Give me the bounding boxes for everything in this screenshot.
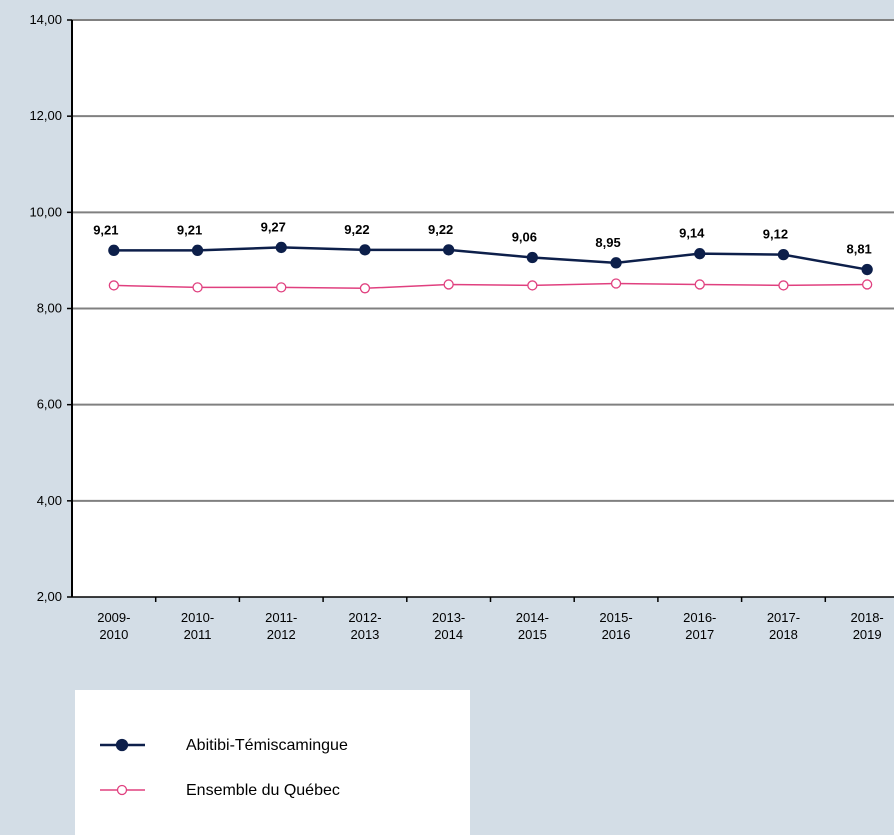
x-tick-label: 2018- (851, 610, 884, 625)
x-tick-label: 2014 (434, 627, 463, 642)
data-label: 9,06 (512, 230, 537, 245)
point (610, 278, 622, 289)
x-tick-label: 2018 (769, 627, 798, 642)
point (861, 263, 873, 276)
point (108, 280, 119, 291)
y-tick-label: 2,00 (37, 589, 62, 604)
x-tick-label: 2012 (267, 627, 296, 642)
x-tick-label: 2016- (683, 610, 716, 625)
point (610, 257, 622, 269)
point (862, 279, 873, 290)
x-tick-label: 2014- (516, 610, 549, 625)
legend-label: Ensemble du Québec (186, 782, 340, 799)
x-tick-label: 2013 (350, 627, 379, 642)
point (108, 244, 120, 256)
data-label: 8,95 (595, 235, 620, 250)
data-label: 9,21 (177, 222, 202, 237)
y-tick-label: 6,00 (37, 397, 62, 412)
legend-marker (115, 738, 129, 752)
x-tick-label: 2010 (99, 627, 128, 642)
point (192, 282, 203, 293)
data-label: 9,14 (679, 226, 705, 241)
point (694, 248, 706, 260)
point (276, 282, 287, 293)
point (778, 280, 789, 291)
y-tick-label: 14,00 (29, 12, 62, 27)
x-tick-label: 2017 (685, 627, 714, 642)
point (275, 241, 287, 254)
point (442, 244, 455, 256)
series-line (113, 282, 868, 290)
point (777, 248, 790, 261)
legend-box (75, 690, 470, 835)
point (694, 279, 705, 290)
point (359, 283, 371, 294)
legend-marker (116, 784, 128, 796)
x-tick-label: 2019 (853, 627, 882, 642)
x-tick-label: 2013- (432, 610, 465, 625)
y-tick-label: 10,00 (29, 204, 62, 219)
legend-label: Abitibi-Témiscamingue (186, 737, 348, 754)
data-label: 8,81 (846, 242, 871, 257)
point (443, 279, 454, 290)
data-label: 9,27 (261, 219, 286, 234)
point (526, 251, 538, 264)
x-tick-label: 2011 (184, 627, 212, 642)
x-tick-label: 2009- (97, 610, 130, 625)
x-tick-label: 2015 (518, 627, 547, 642)
point (359, 244, 371, 256)
series-line (113, 246, 868, 271)
data-label: 9,22 (344, 222, 369, 237)
y-tick-label: 4,00 (37, 493, 62, 508)
x-tick-label: 2012- (348, 610, 381, 625)
point (191, 244, 204, 256)
data-label: 9,12 (763, 227, 788, 242)
x-tick-label: 2015- (599, 610, 632, 625)
point (527, 280, 538, 291)
x-tick-label: 2010- (181, 610, 214, 625)
x-tick-label: 2016 (602, 627, 631, 642)
y-tick-label: 12,00 (29, 108, 62, 123)
x-tick-label: 2017- (767, 610, 800, 625)
y-tick-label: 8,00 (37, 301, 62, 316)
x-tick-label: 2011- (265, 610, 297, 625)
data-label: 9,21 (93, 222, 118, 237)
data-label: 9,22 (428, 222, 453, 237)
